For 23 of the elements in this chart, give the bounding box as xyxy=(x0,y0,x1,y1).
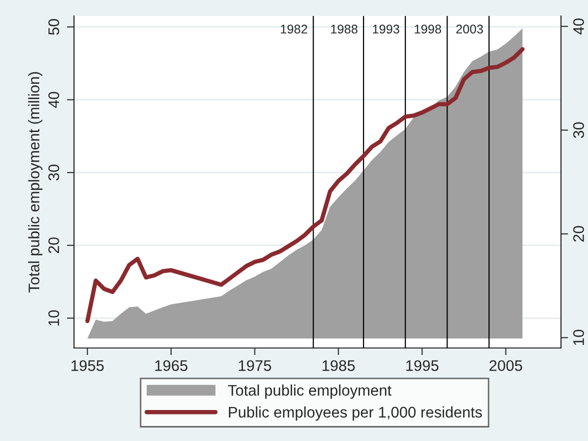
x-tick-label: 1985 xyxy=(322,360,355,372)
y2-tick-label: 20 xyxy=(573,226,584,242)
legend-label: Total public employment xyxy=(228,384,392,399)
x-tick-label: 1965 xyxy=(155,360,188,372)
y2-tick-label: 10 xyxy=(573,330,584,345)
y-tick-label: 20 xyxy=(48,237,60,254)
y-tick-label: 40 xyxy=(48,92,60,108)
y-tick-label: 30 xyxy=(48,164,60,180)
x-tick-label: 2005 xyxy=(490,360,522,372)
ref-line-label: 1988 xyxy=(331,24,358,34)
y2-tick-label: 40 xyxy=(573,18,584,35)
ref-line-label: 1998 xyxy=(414,24,442,34)
y-tick-label: 50 xyxy=(48,19,60,35)
y2-tick-label: 30 xyxy=(573,122,584,138)
y-axis-title: Total public employment (million) xyxy=(28,72,42,292)
ref-line-label: 2003 xyxy=(456,24,483,34)
x-tick-label: 1975 xyxy=(238,360,272,372)
legend-label: Public employees per 1,000 residents xyxy=(228,406,482,421)
x-tick-label: 1955 xyxy=(72,360,104,372)
ref-line-label: 1993 xyxy=(372,24,400,34)
ref-line-label: 1982 xyxy=(280,24,308,34)
y-tick-label: 10 xyxy=(48,310,60,326)
x-tick-label: 1995 xyxy=(406,360,438,372)
